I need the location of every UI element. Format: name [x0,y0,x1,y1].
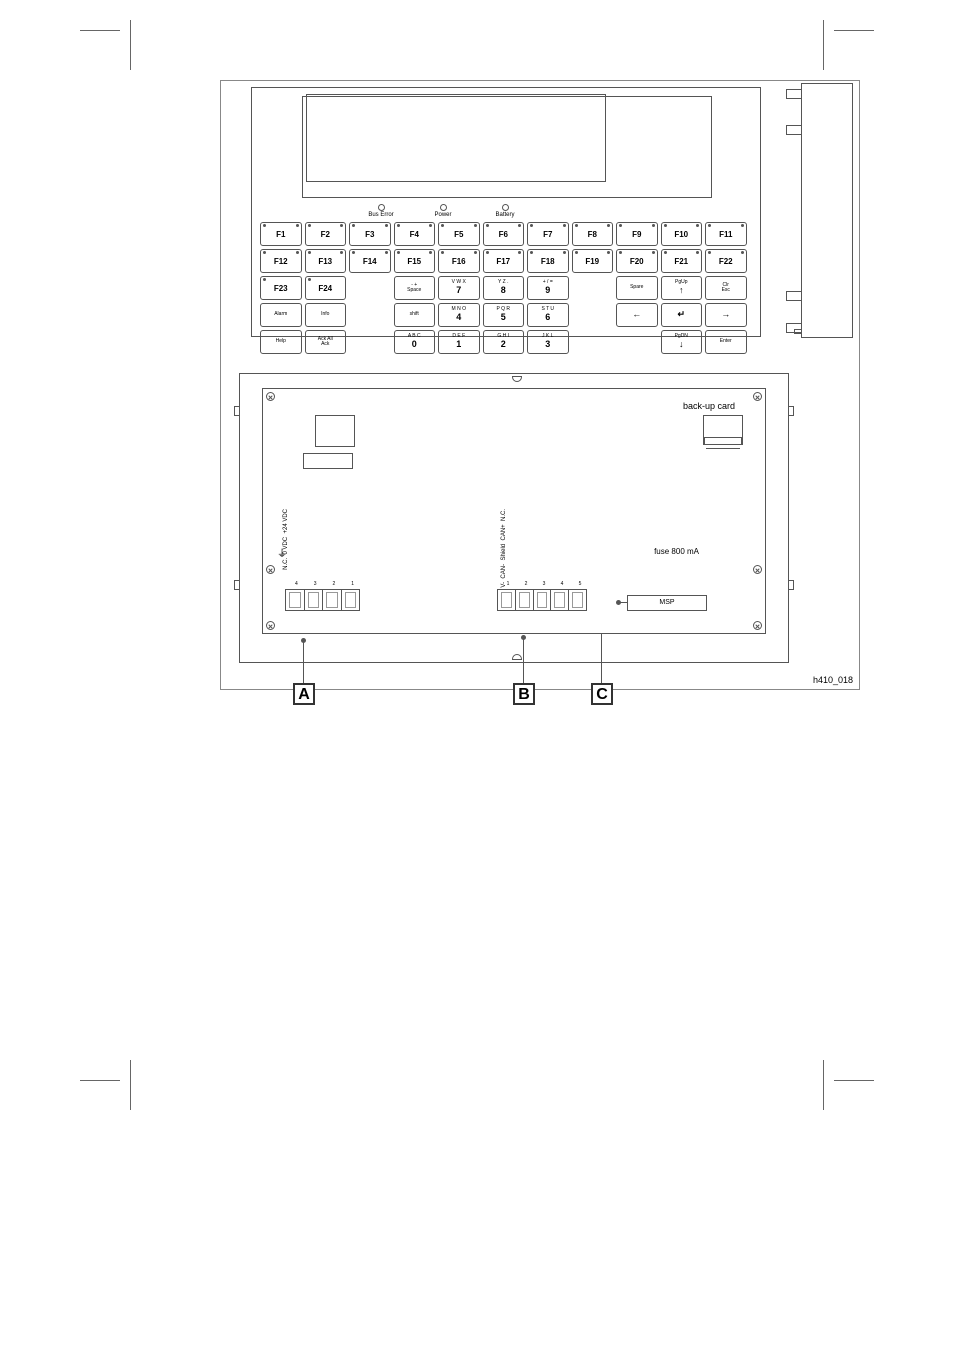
msp-connector: MSP [627,595,707,611]
key-f21[interactable]: F21 [661,249,703,273]
fuse-label: fuse 800 mA [654,547,699,556]
key-pgdn[interactable]: PgDN↓ [661,330,703,354]
led-battery: Battery [486,204,524,218]
led-power: Power [424,204,462,218]
key-9[interactable]: + / =9 [527,276,569,300]
terminal-b-nums: 12345 [499,581,589,587]
key-f12[interactable]: F12 [260,249,302,273]
display-screen [306,94,606,182]
key-pgup[interactable]: PgUp↑ [661,276,703,300]
key-f6[interactable]: F6 [483,222,525,246]
key-4[interactable]: M N O4 [438,303,480,327]
key-f23[interactable]: F23 [260,276,302,300]
key-help[interactable]: Help [260,330,302,354]
terminal-a-labels: N.C. 0 VDC +24 VDC [283,509,291,570]
key-f24[interactable]: F24 [305,276,347,300]
key-shift[interactable]: shift [394,303,436,327]
key-f13[interactable]: F13 [305,249,347,273]
callout-c: C [591,683,613,705]
front-panel: Bus Error Power Battery F1F2F3F4F5F6F7F8… [251,87,761,337]
key-f14[interactable]: F14 [349,249,391,273]
backup-card-slot [703,415,743,445]
key-f15[interactable]: F15 [394,249,436,273]
key-f2[interactable]: F2 [305,222,347,246]
key-spare[interactable]: Spare [616,276,658,300]
key-2[interactable]: G H I2 [483,330,525,354]
terminal-b-labels: V- CAN- Shield CAN+ N.C. [501,509,509,588]
key-esc[interactable]: ClrEsc [705,276,747,300]
led-bus-error: Bus Error [362,204,400,218]
component-block-1 [315,415,355,447]
key-f7[interactable]: F7 [527,222,569,246]
key-left[interactable]: ← [616,303,658,327]
key-0[interactable]: A B C0 [394,330,436,354]
key-f11[interactable]: F11 [705,222,747,246]
key-6[interactable]: S T U6 [527,303,569,327]
key-info[interactable]: Info [305,303,347,327]
backup-card-label: back-up card [683,401,735,411]
inner-plate: back-up card ⏚ N.C. 0 VDC +24 VDC V- CAN… [262,388,766,634]
keypad: F1F2F3F4F5F6F7F8F9F10F11 F12F13F14F15F16… [260,222,754,357]
key-5[interactable]: P Q R5 [483,303,525,327]
terminal-block-b [497,589,587,611]
rear-panel: back-up card ⏚ N.C. 0 VDC +24 VDC V- CAN… [239,373,789,663]
figure-reference: h410_018 [813,675,853,685]
terminal-block-a [285,589,360,611]
key-alarm[interactable]: Alarm [260,303,302,327]
key-f17[interactable]: F17 [483,249,525,273]
callout-a: A [293,683,315,705]
key-3[interactable]: J K L3 [527,330,569,354]
key-f16[interactable]: F16 [438,249,480,273]
diagram-frame: Bus Error Power Battery F1F2F3F4F5F6F7F8… [220,80,860,690]
side-connector [773,83,853,338]
key-f20[interactable]: F20 [616,249,658,273]
key-f1[interactable]: F1 [260,222,302,246]
key-right[interactable]: → [705,303,747,327]
key-f5[interactable]: F5 [438,222,480,246]
key-ok[interactable]: ↵ [661,303,703,327]
key-7[interactable]: V W X7 [438,276,480,300]
key-space[interactable]: - +Space [394,276,436,300]
key-f9[interactable]: F9 [616,222,658,246]
key-f22[interactable]: F22 [705,249,747,273]
key-ack[interactable]: Ack AllAck [305,330,347,354]
key-f3[interactable]: F3 [349,222,391,246]
callout-b: B [513,683,535,705]
led-row: Bus Error Power Battery [362,204,524,218]
key-f19[interactable]: F19 [572,249,614,273]
key-f10[interactable]: F10 [661,222,703,246]
key-enter[interactable]: Enter [705,330,747,354]
key-f8[interactable]: F8 [572,222,614,246]
terminal-a-nums: 4321 [287,581,362,587]
component-block-2 [303,453,353,469]
key-1[interactable]: D E F1 [438,330,480,354]
key-f18[interactable]: F18 [527,249,569,273]
key-f4[interactable]: F4 [394,222,436,246]
key-8[interactable]: Y Z .8 [483,276,525,300]
